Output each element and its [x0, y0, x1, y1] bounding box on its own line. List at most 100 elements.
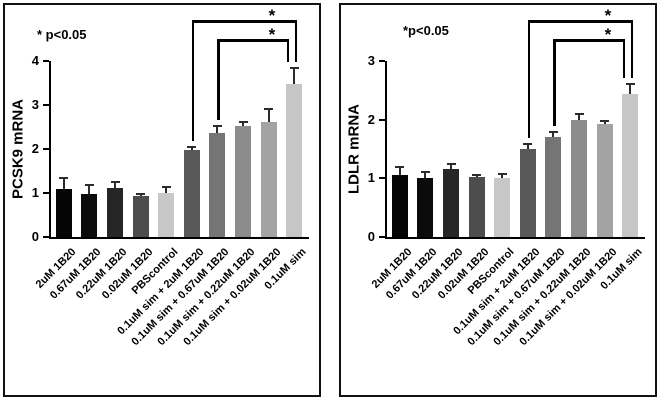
pvalue-annotation: * p<0.05: [37, 27, 87, 42]
x-axis: [49, 237, 309, 239]
error-bar: [165, 187, 168, 193]
y-tick: [379, 118, 385, 121]
error-bar: [552, 131, 555, 137]
error-bar-cap: [625, 83, 635, 86]
y-tick-label: 4: [31, 53, 39, 68]
error-bar: [216, 126, 219, 133]
sig-bracket-right: [294, 20, 298, 62]
error-bar-cap: [84, 183, 94, 186]
error-bar: [450, 164, 452, 169]
error-bar-cap: [420, 170, 430, 173]
error-bar: [424, 171, 427, 178]
error-bar: [114, 182, 116, 188]
error-bar: [501, 173, 504, 179]
error-bar-cap: [136, 193, 146, 196]
bar: [443, 168, 459, 237]
error-bar-cap: [187, 145, 197, 148]
y-tick: [43, 60, 49, 62]
y-tick-label: 3: [31, 97, 39, 112]
pcsk9-chart-panel: * p<0.05 PCSK9 mRNA 0 1 2 3 4 2uM 1B20 0.67uM …: [3, 3, 321, 397]
error-bar: [62, 177, 65, 190]
sig-bracket-top: [217, 39, 290, 42]
y-tick: [43, 192, 49, 194]
error-bar: [629, 84, 632, 94]
y-tick: [43, 104, 49, 106]
pvalue-annotation: *p<0.05: [403, 23, 449, 38]
error-bar-cap: [446, 163, 456, 166]
sig-star: *: [604, 25, 612, 44]
y-axis: [49, 61, 51, 239]
y-tick-label: 2: [31, 141, 39, 156]
error-bar-cap: [238, 120, 248, 123]
bar: [391, 174, 408, 237]
sig-star: *: [268, 6, 276, 25]
error-bar-cap: [59, 176, 69, 179]
bar: [286, 84, 303, 237]
error-bar-cap: [497, 172, 507, 175]
bar: [596, 124, 613, 237]
bar: [494, 178, 511, 237]
y-tick: [43, 148, 49, 150]
bar: [183, 150, 200, 237]
sig-star: *: [604, 6, 612, 25]
bar: [107, 187, 123, 237]
error-bar: [578, 113, 580, 120]
error-bar: [293, 67, 296, 85]
bar: [571, 119, 587, 237]
bar: [545, 136, 562, 237]
y-tick: [379, 177, 385, 180]
sig-bracket-top: [527, 20, 634, 23]
error-bar-cap: [395, 166, 405, 169]
sig-bracket-right: [622, 39, 626, 79]
sig-bracket-left: [191, 20, 195, 141]
error-bar-cap: [472, 174, 482, 177]
error-bar-cap: [523, 143, 533, 146]
error-bar: [267, 108, 270, 122]
y-tick-label: 2: [367, 111, 375, 127]
error-bar-cap: [161, 186, 171, 189]
sig-star: *: [268, 25, 276, 44]
bar: [468, 177, 485, 237]
error-bar: [398, 167, 401, 175]
bar: [209, 132, 226, 237]
bar: [417, 177, 434, 237]
y-tick: [379, 60, 385, 62]
sig-bracket-top: [553, 39, 626, 42]
pcsk9-bar-plot: 0 1 2 3 4 2uM 1B20 0.67uM 1B20 0.22uM 1B20 0.02u…: [5, 5, 319, 395]
y-tick-label: 1: [367, 170, 375, 186]
sig-bracket-left: [553, 39, 556, 126]
sig-bracket-left: [217, 39, 220, 121]
y-tick-label: 1: [31, 185, 39, 200]
error-bar: [190, 146, 193, 151]
ldlr-chart-panel: *p<0.05 LDLR mRNA 0 1 2 3 2uM 1B20 0.67uM 1B2…: [339, 3, 657, 397]
sig-bracket-right: [630, 20, 634, 79]
bar: [260, 121, 277, 237]
y-tick: [43, 236, 49, 238]
bar: [158, 192, 175, 237]
y-tick-label: 0: [31, 229, 39, 244]
bar: [622, 93, 639, 237]
y-tick-label: 3: [367, 53, 375, 68]
error-bar: [603, 120, 606, 125]
error-bar: [88, 184, 91, 195]
x-axis: [385, 237, 645, 239]
y-axis: [385, 61, 387, 239]
ldlr-bar-plot: 0 1 2 3 2uM 1B20 0.67uM 1B20 0.22uM 1B20 0.02uM…: [341, 5, 655, 395]
error-bar: [242, 121, 244, 127]
bar: [81, 194, 98, 237]
error-bar-cap: [212, 125, 222, 128]
y-tick: [379, 236, 385, 238]
bar: [132, 196, 149, 237]
y-tick-label: 0: [367, 229, 375, 244]
sig-bracket-top: [191, 20, 298, 23]
error-bar: [526, 144, 529, 149]
sig-bracket-right: [286, 39, 290, 62]
error-bar-cap: [574, 112, 584, 115]
bar: [519, 149, 536, 237]
error-bar-cap: [548, 130, 558, 133]
bar: [55, 189, 72, 237]
sig-bracket-left: [527, 20, 531, 139]
error-bar-cap: [110, 181, 120, 183]
error-bar-cap: [264, 107, 274, 110]
bar: [235, 126, 251, 237]
